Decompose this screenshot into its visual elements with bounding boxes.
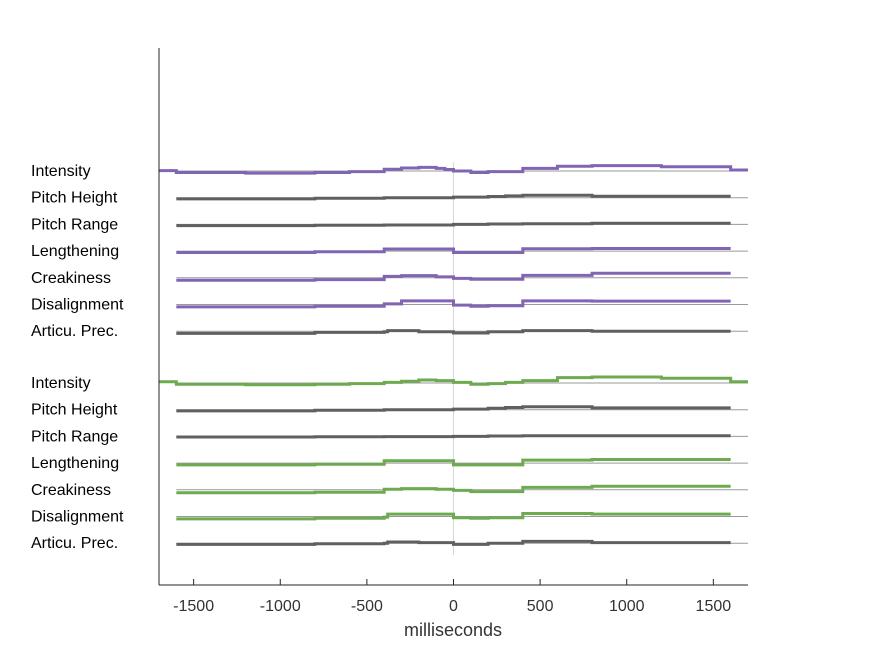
series-label: Pitch Range xyxy=(31,428,118,445)
series-label: Pitch Height xyxy=(31,402,118,419)
x-ticks: -1500 -1000 -500 0 500 1000 1500 xyxy=(173,579,731,615)
series-label: Disalignment xyxy=(31,509,124,526)
series-label: Pitch Height xyxy=(31,190,118,207)
row-labels: Intensity Pitch Height Pitch Range Lengthen… xyxy=(31,163,124,552)
series-label: Creakiness xyxy=(31,270,111,287)
series-line xyxy=(176,512,731,521)
x-tick-label: 1500 xyxy=(696,598,732,615)
series-line xyxy=(176,405,731,413)
x-tick-label: 500 xyxy=(527,598,554,615)
series-label: Intensity xyxy=(31,163,91,180)
series-line xyxy=(176,539,731,546)
series-line xyxy=(176,329,731,335)
series-line xyxy=(176,484,731,495)
series-line xyxy=(176,193,731,201)
series-line xyxy=(176,458,731,467)
series-label: Lengthening xyxy=(31,243,119,260)
series-label: Creakiness xyxy=(31,482,111,499)
series-line xyxy=(176,246,731,255)
x-tick-label: 0 xyxy=(449,598,458,615)
series-label: Lengthening xyxy=(31,455,119,472)
series-label: Intensity xyxy=(31,375,91,392)
x-axis-title: milliseconds xyxy=(404,620,502,640)
series-line xyxy=(176,299,731,309)
x-tick-label: 1000 xyxy=(609,598,645,615)
series-label: Disalignment xyxy=(31,297,124,314)
x-tick-label: -500 xyxy=(351,598,383,615)
series-line xyxy=(159,164,748,175)
series-line xyxy=(176,271,731,282)
series-line xyxy=(176,221,731,228)
x-tick-label: -1000 xyxy=(260,598,301,615)
x-tick-label: -1500 xyxy=(173,598,214,615)
series-label: Articu. Prec. xyxy=(31,535,118,552)
series-label: Pitch Range xyxy=(31,216,118,233)
series-line xyxy=(176,434,731,439)
series-line xyxy=(159,375,748,387)
series-label: Articu. Prec. xyxy=(31,323,118,340)
series-lines xyxy=(159,164,748,546)
